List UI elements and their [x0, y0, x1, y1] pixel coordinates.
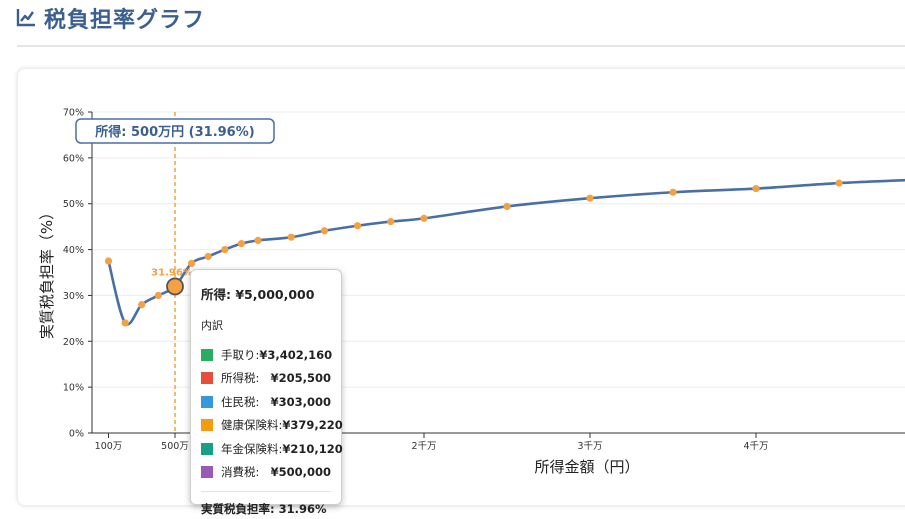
tooltip-row: 住民税: ¥303,000	[201, 390, 331, 414]
data-point[interactable]	[586, 194, 594, 202]
data-point[interactable]	[387, 217, 395, 226]
x-tick-label: 500万	[161, 441, 189, 452]
data-point[interactable]	[188, 259, 196, 267]
tooltip-subtitle: 内訳	[201, 319, 223, 332]
tooltip-row-label: 所得税:	[221, 371, 260, 386]
x-tick-label: 100万	[95, 441, 123, 452]
color-swatch	[201, 372, 213, 385]
color-swatch	[201, 419, 213, 432]
data-point[interactable]	[669, 188, 677, 196]
tooltip-title: 所得: ¥5,000,000	[201, 287, 315, 302]
selection-badge[interactable]: 所得: 500万円 (31.96%)	[75, 118, 275, 144]
data-point[interactable]	[154, 291, 162, 300]
data-point[interactable]	[420, 214, 428, 222]
data-point[interactable]	[752, 184, 760, 193]
color-swatch	[201, 466, 213, 479]
y-tick-label: 0%	[69, 429, 84, 440]
y-tick-label: 20%	[63, 337, 84, 348]
tooltip-row-label: 年金保険料:	[221, 441, 283, 456]
x-tick-label: 3千万	[577, 441, 602, 452]
tooltip-row: 手取り: ¥3,402,160	[201, 343, 333, 367]
data-point[interactable]	[835, 179, 843, 187]
tooltip-row: 消費税: ¥500,000	[201, 461, 331, 485]
tooltip-row: 所得税: ¥205,500	[201, 367, 331, 391]
y-tick-label: 70%	[63, 108, 84, 119]
line-chart-icon	[16, 9, 35, 27]
highlight-point[interactable]	[166, 277, 184, 296]
data-point[interactable]	[354, 222, 362, 230]
tooltip-row-value: ¥303,000	[270, 394, 331, 409]
tooltip-row-label: 手取り:	[221, 347, 260, 362]
data-points[interactable]	[104, 176, 905, 327]
tooltip-row-value: ¥205,500	[270, 371, 331, 386]
tooltip-row-value: ¥210,120	[282, 441, 343, 456]
tooltip-row-label: 住民税:	[221, 394, 260, 409]
y-tick-label: 10%	[63, 383, 84, 394]
data-point[interactable]	[138, 301, 146, 309]
tooltip-row-value: ¥3,402,160	[259, 347, 333, 362]
tooltip-row: 健康保険料: ¥379,220	[201, 414, 343, 438]
data-point[interactable]	[237, 240, 245, 248]
tooltip-row: 年金保険料: ¥210,120	[201, 437, 343, 461]
tooltip-row-label: 健康保険料:	[221, 418, 283, 433]
tooltip-breakdown: 手取り: ¥3,402,160 所得税: ¥205,500 住民税: ¥303,000 健康…	[201, 343, 343, 485]
x-tick-label: 4千万	[743, 441, 768, 452]
data-point[interactable]	[121, 319, 129, 327]
data-point[interactable]	[254, 236, 262, 244]
page-title: 税負担率グラフ	[44, 8, 206, 33]
highlight-value-label: 31.96%	[151, 267, 193, 278]
data-point[interactable]	[503, 202, 511, 211]
y-tick-label: 50%	[63, 199, 84, 210]
y-tick-label: 40%	[63, 245, 84, 256]
data-point[interactable]	[287, 233, 295, 241]
tooltip-row-value: ¥500,000	[270, 465, 331, 480]
color-swatch	[201, 442, 213, 455]
chart-tooltip: 所得: ¥5,000,000 内訳 手取り: ¥3,402,160 所得税: ¥205…	[190, 269, 343, 516]
color-swatch	[201, 348, 213, 361]
y-axis-label: 実質税負担率（%）	[38, 205, 56, 339]
y-tick-label: 60%	[63, 153, 84, 164]
tooltip-total: 実質税負担率: 31.96%	[201, 491, 331, 517]
color-swatch	[201, 395, 213, 408]
header-divider	[17, 45, 905, 47]
tooltip-row-value: ¥379,220	[282, 418, 343, 433]
data-point[interactable]	[320, 227, 328, 235]
page-header: 税負担率グラフ	[14, 0, 905, 34]
y-axis: 0% 10% 20% 30% 40% 50% 60% 70%	[63, 108, 93, 440]
y-tick-label: 30%	[63, 291, 84, 302]
data-point[interactable]	[104, 257, 113, 265]
x-tick-label: 2千万	[411, 441, 436, 452]
x-axis-label: 所得金額（円）	[534, 458, 639, 476]
tooltip-row-label: 消費税:	[221, 465, 260, 480]
data-point[interactable]	[221, 245, 229, 254]
data-point[interactable]	[204, 252, 212, 261]
selection-badge-label: 所得: 500万円 (31.96%)	[95, 124, 254, 140]
